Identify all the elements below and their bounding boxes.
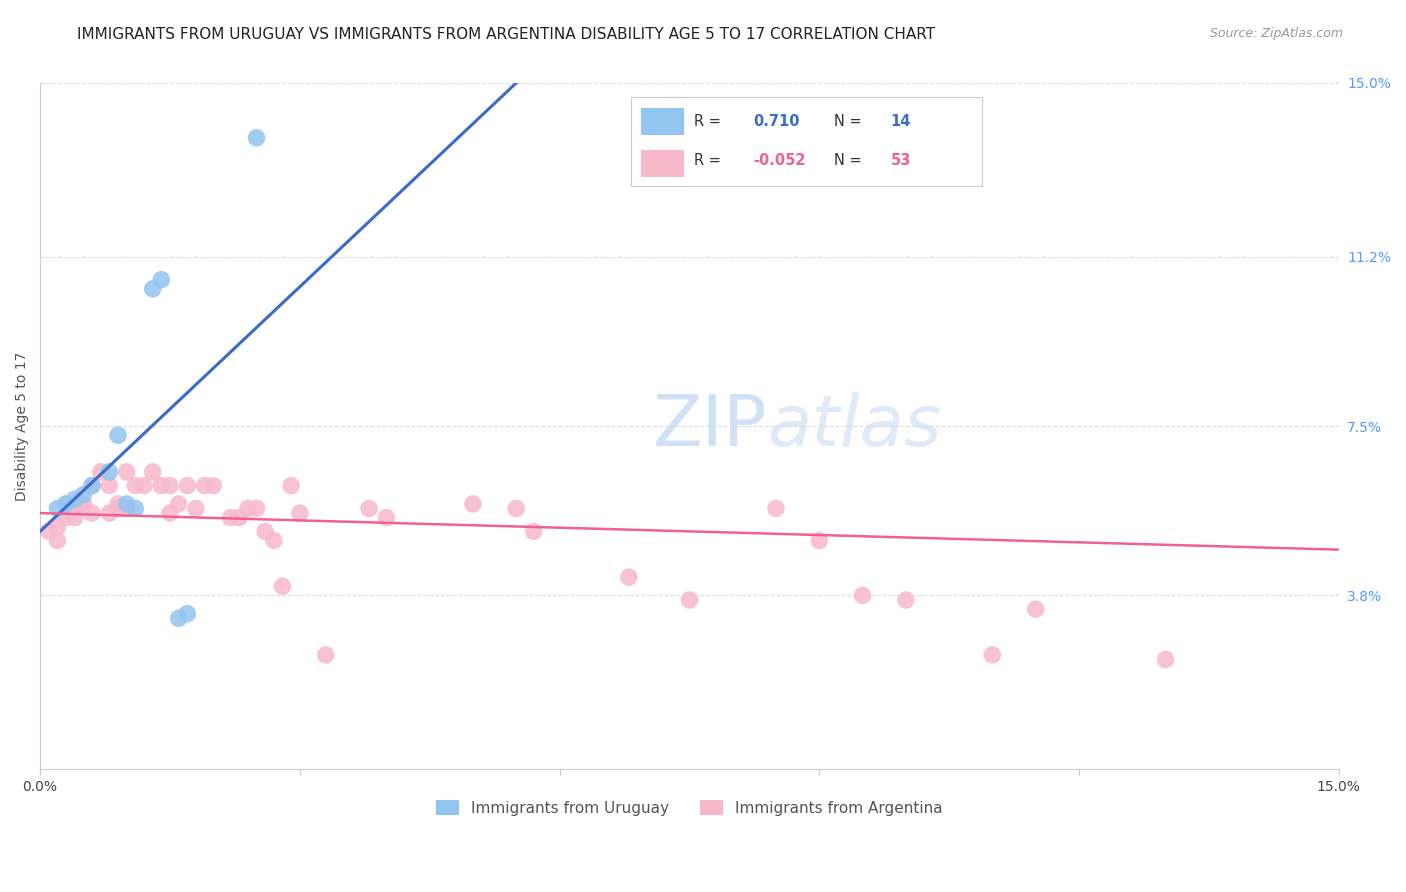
- Point: [288, 506, 311, 520]
- Point: [72, 501, 94, 516]
- Point: [150, 273, 173, 287]
- Point: [176, 607, 198, 621]
- Point: [142, 465, 165, 479]
- Point: [115, 501, 138, 516]
- Point: [115, 497, 138, 511]
- Point: [1025, 602, 1047, 616]
- Point: [55, 497, 77, 511]
- Point: [46, 520, 69, 534]
- Point: [80, 478, 103, 492]
- Text: ZIP: ZIP: [652, 392, 768, 460]
- Point: [90, 465, 112, 479]
- Point: [315, 648, 337, 662]
- Point: [851, 589, 873, 603]
- Point: [176, 478, 198, 492]
- Point: [107, 428, 129, 442]
- Point: [263, 533, 285, 548]
- Legend: Immigrants from Uruguay, Immigrants from Argentina: Immigrants from Uruguay, Immigrants from…: [429, 793, 950, 823]
- Point: [228, 510, 250, 524]
- Point: [80, 478, 103, 492]
- Point: [132, 478, 155, 492]
- Point: [167, 611, 190, 625]
- Point: [159, 478, 181, 492]
- Point: [124, 478, 146, 492]
- Point: [80, 506, 103, 520]
- Point: [150, 478, 173, 492]
- Point: [1154, 652, 1177, 666]
- Point: [765, 501, 787, 516]
- Text: Source: ZipAtlas.com: Source: ZipAtlas.com: [1209, 27, 1343, 40]
- Point: [808, 533, 831, 548]
- Point: [46, 501, 69, 516]
- Text: IMMIGRANTS FROM URUGUAY VS IMMIGRANTS FROM ARGENTINA DISABILITY AGE 5 TO 17 CORR: IMMIGRANTS FROM URUGUAY VS IMMIGRANTS FR…: [77, 27, 935, 42]
- Point: [167, 497, 190, 511]
- Point: [184, 501, 207, 516]
- Point: [72, 497, 94, 511]
- Point: [107, 501, 129, 516]
- Point: [254, 524, 277, 539]
- Point: [159, 506, 181, 520]
- Point: [115, 465, 138, 479]
- Point: [98, 506, 121, 520]
- Point: [522, 524, 544, 539]
- Point: [55, 510, 77, 524]
- Point: [38, 524, 60, 539]
- Point: [375, 510, 398, 524]
- Point: [98, 478, 121, 492]
- Point: [981, 648, 1004, 662]
- Point: [194, 478, 217, 492]
- Point: [245, 131, 267, 145]
- Y-axis label: Disability Age 5 to 17: Disability Age 5 to 17: [15, 351, 30, 500]
- Point: [63, 501, 86, 516]
- Point: [505, 501, 527, 516]
- Point: [72, 488, 94, 502]
- Point: [617, 570, 640, 584]
- Point: [202, 478, 225, 492]
- Point: [461, 497, 484, 511]
- Text: atlas: atlas: [768, 392, 942, 460]
- Point: [678, 593, 700, 607]
- Point: [142, 282, 165, 296]
- Point: [359, 501, 381, 516]
- Point: [46, 533, 69, 548]
- Point: [271, 579, 294, 593]
- Point: [236, 501, 259, 516]
- Point: [63, 492, 86, 507]
- Point: [280, 478, 302, 492]
- Point: [219, 510, 242, 524]
- Point: [124, 501, 146, 516]
- Point: [55, 497, 77, 511]
- Point: [245, 501, 267, 516]
- Point: [107, 497, 129, 511]
- Point: [63, 510, 86, 524]
- Point: [98, 465, 121, 479]
- Point: [894, 593, 917, 607]
